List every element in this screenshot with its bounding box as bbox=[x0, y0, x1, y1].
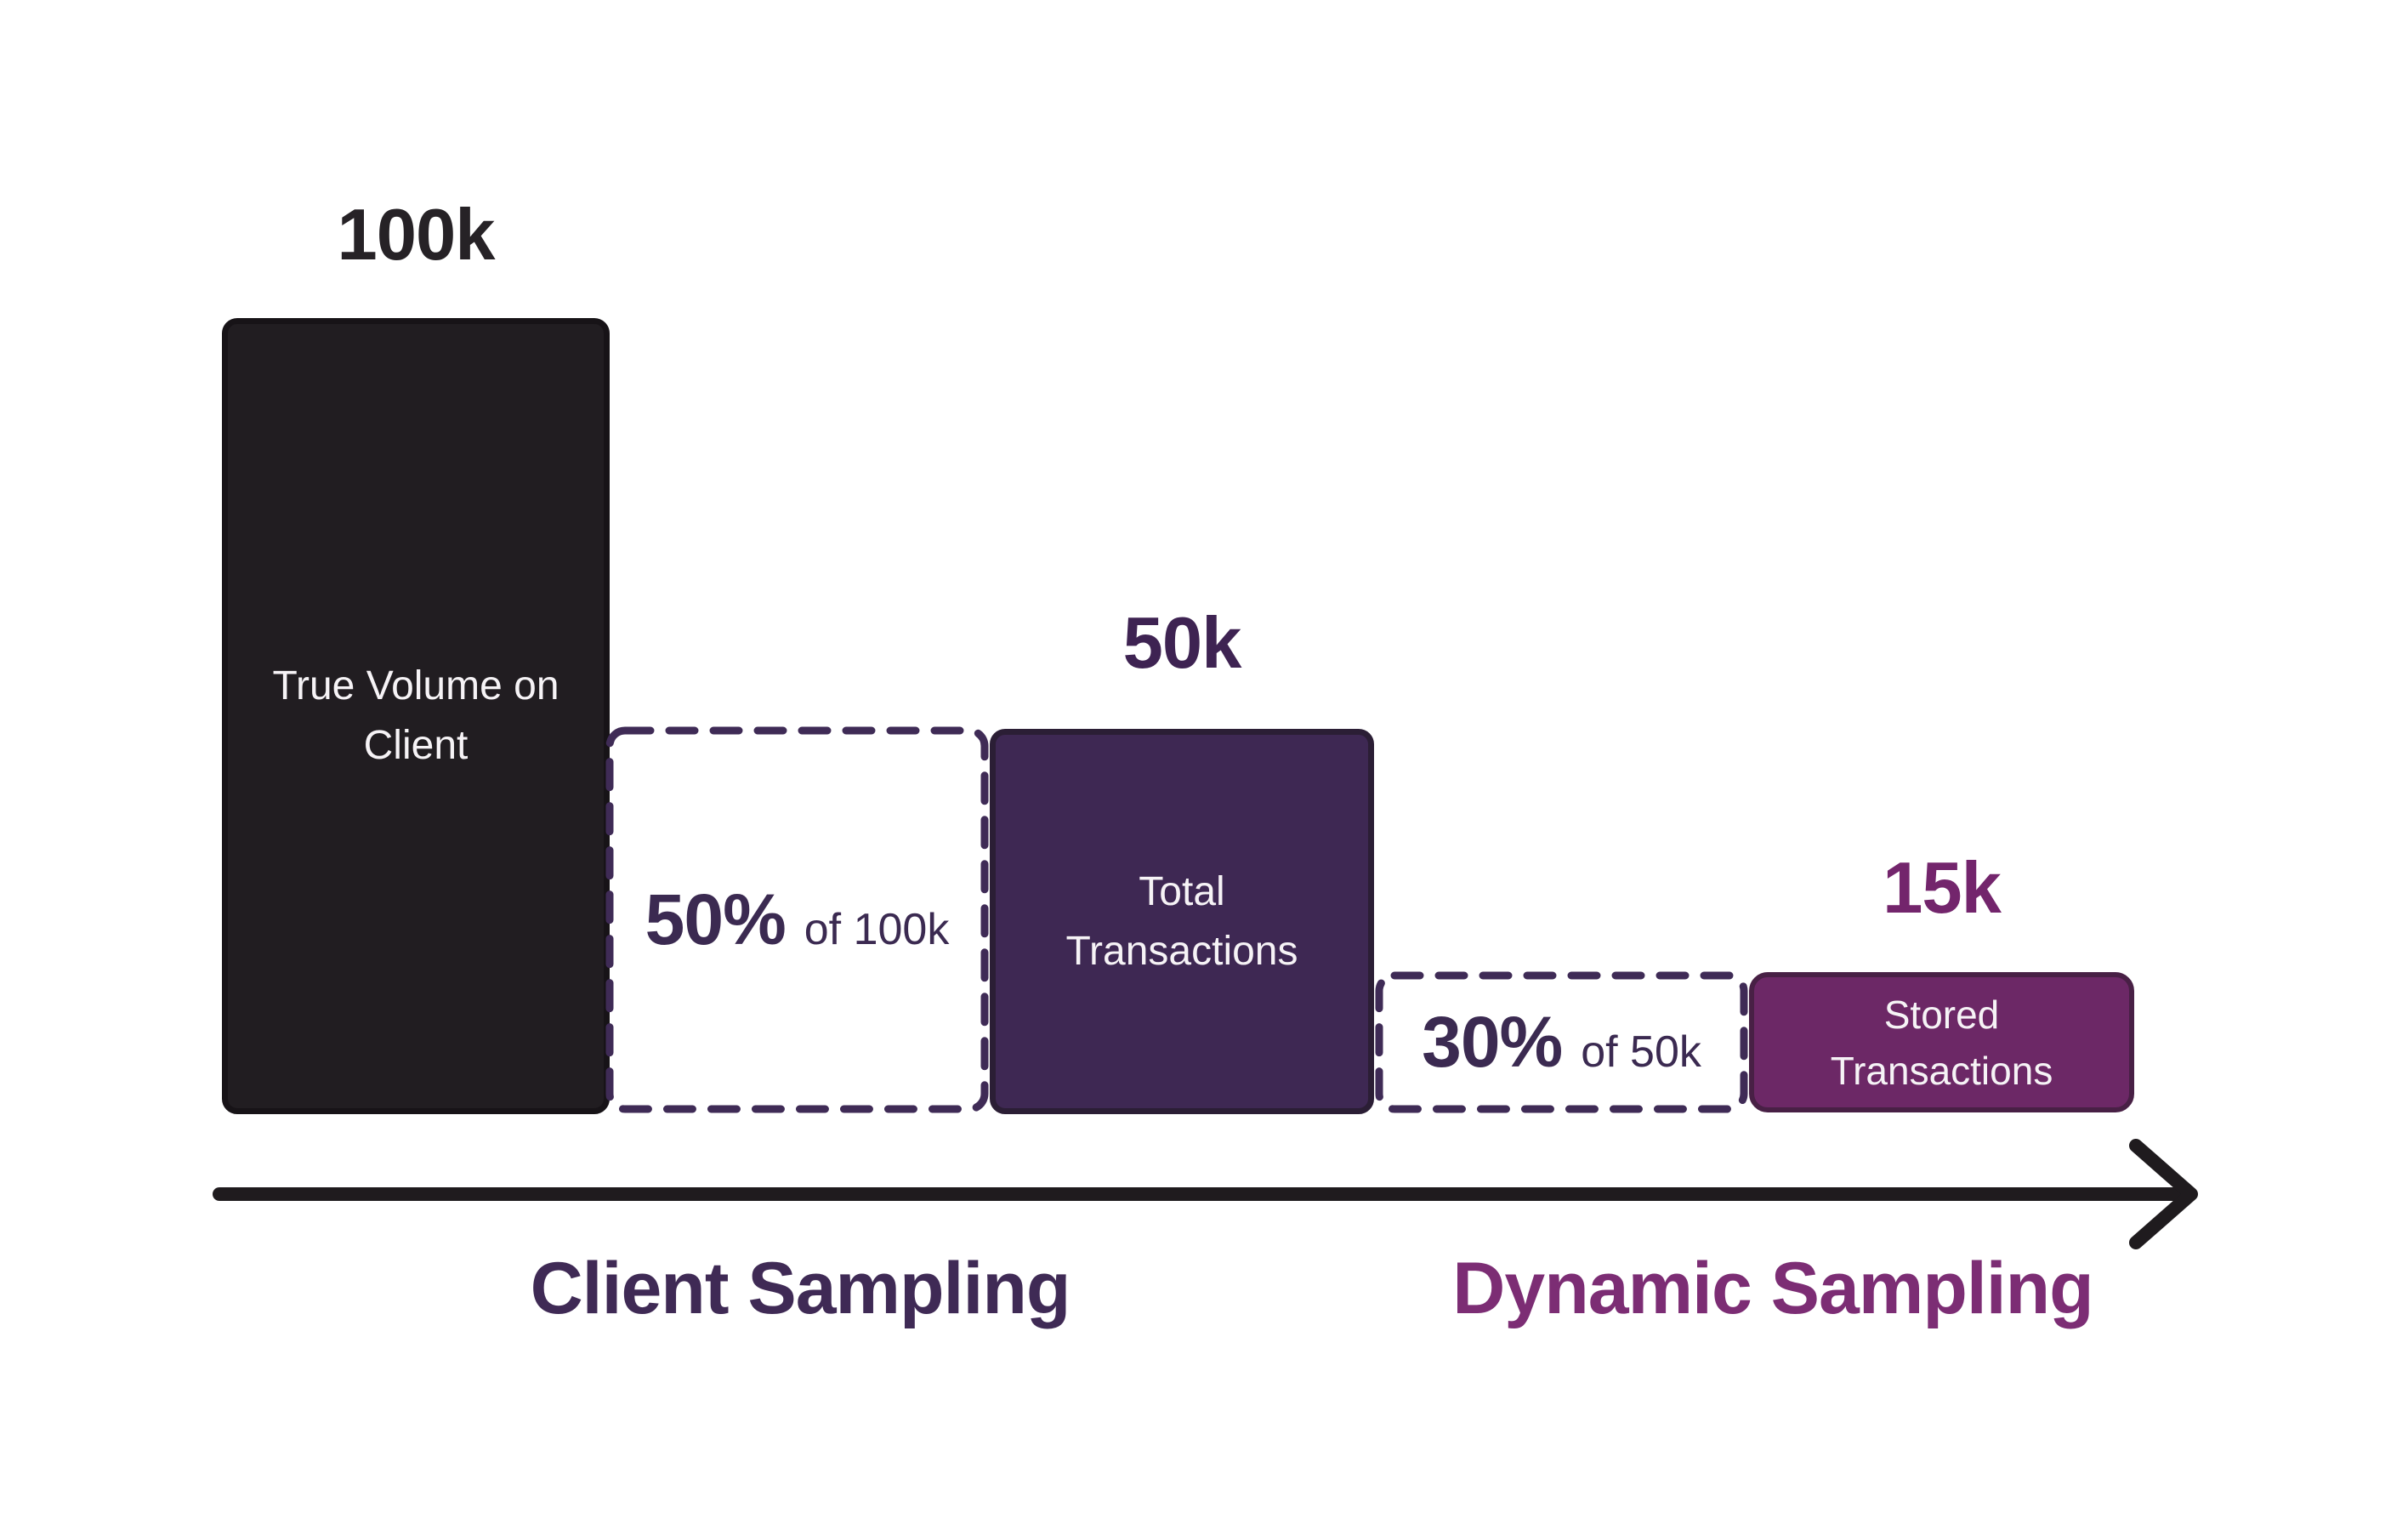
stored-transactions-line-1: Stored bbox=[1883, 992, 2000, 1037]
stored-transactions-bar: Stored Transactions bbox=[1749, 972, 2134, 1112]
dynamic-sampling-rate-label: 30% of 50k bbox=[1374, 970, 1749, 1114]
dynamic-sampling-rate-box: 30% of 50k bbox=[1374, 970, 1749, 1114]
true-volume-bar: True Volume on Client bbox=[222, 318, 610, 1114]
stored-transactions-line-2: Transactions bbox=[1830, 1048, 2053, 1093]
true-volume-bar-label: True Volume on Client bbox=[272, 657, 559, 776]
dynamic-sampling-stage-label: Dynamic Sampling bbox=[1452, 1248, 2093, 1329]
dashed-border bbox=[1375, 971, 1748, 1113]
stored-transactions-value-label: 15k bbox=[1883, 848, 2002, 929]
total-transactions-bar-label: Total Transactions bbox=[1066, 862, 1298, 981]
client-sampling-rate-label: 50% of 100k bbox=[605, 725, 990, 1114]
client-sampling-rate: 50% bbox=[645, 879, 787, 959]
total-transactions-value-label: 50k bbox=[1122, 603, 1242, 684]
dynamic-sampling-basis: of 50k bbox=[1581, 1027, 1701, 1077]
total-transactions-line-1: Total bbox=[1139, 868, 1225, 914]
dynamic-sampling-rate: 30% bbox=[1422, 1002, 1563, 1082]
dashed-border bbox=[605, 726, 989, 1113]
total-transactions-bar: Total Transactions bbox=[990, 729, 1374, 1114]
total-transactions-line-2: Transactions bbox=[1065, 928, 1298, 974]
client-sampling-basis: of 100k bbox=[804, 905, 950, 954]
true-volume-line-1: True Volume on bbox=[272, 663, 559, 708]
true-volume-line-2: Client bbox=[363, 723, 469, 768]
client-sampling-rate-box: 50% of 100k bbox=[605, 725, 990, 1114]
arrow-head bbox=[2129, 1139, 2198, 1249]
true-volume-value-label: 100k bbox=[337, 195, 495, 276]
client-sampling-stage-label: Client Sampling bbox=[530, 1248, 1071, 1329]
stored-transactions-bar-label: Stored Transactions bbox=[1831, 987, 2053, 1099]
timeline-arrow bbox=[213, 1139, 2198, 1249]
